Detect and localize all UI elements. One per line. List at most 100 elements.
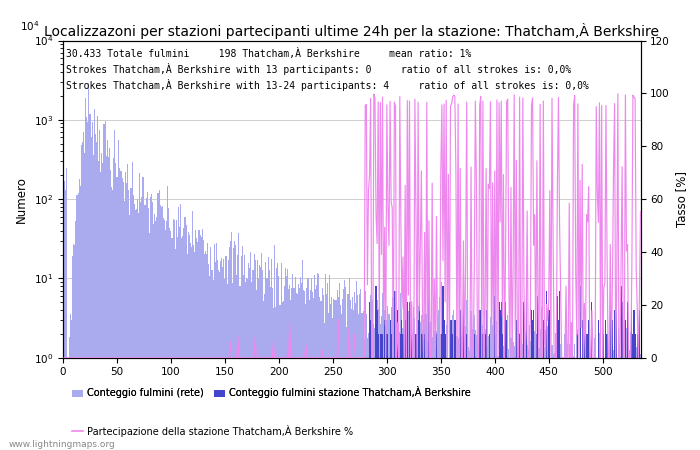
Bar (548, 302, 550, 450)
Bar (558, 349, 559, 450)
Bar (397, 310, 398, 450)
Bar (223, 259, 225, 450)
Bar (168, 208, 169, 450)
Bar (247, 279, 248, 450)
Bar (433, 343, 434, 450)
Bar (528, 325, 530, 450)
Bar (542, 354, 543, 450)
Bar (253, 254, 255, 450)
Bar (598, 339, 599, 450)
Bar (570, 350, 571, 450)
Bar (232, 283, 233, 450)
Bar (97, 117, 98, 450)
Bar (217, 260, 218, 450)
Bar (437, 315, 438, 450)
Bar (424, 334, 425, 450)
Bar (419, 302, 420, 450)
Bar (526, 345, 528, 450)
Bar (484, 334, 486, 450)
Bar (634, 351, 635, 450)
Bar (345, 287, 346, 450)
Bar (391, 334, 392, 450)
Bar (387, 306, 388, 450)
Bar (158, 190, 160, 450)
Bar (612, 320, 613, 450)
Bar (297, 294, 298, 450)
Bar (552, 358, 554, 450)
Bar (617, 358, 618, 450)
Bar (113, 158, 114, 450)
Bar (127, 164, 128, 450)
Bar (574, 358, 575, 450)
Bar (291, 288, 293, 450)
Bar (84, 153, 85, 450)
Bar (518, 358, 519, 450)
Bar (284, 286, 285, 450)
Bar (552, 355, 554, 450)
Bar (407, 302, 408, 450)
Bar (556, 358, 558, 450)
Bar (413, 307, 414, 450)
Bar (424, 314, 425, 450)
Bar (311, 278, 312, 450)
Bar (566, 344, 568, 450)
Bar (574, 344, 575, 450)
Bar (582, 334, 584, 450)
Bar (118, 168, 120, 450)
Bar (406, 324, 407, 450)
Bar (432, 337, 433, 450)
Bar (183, 228, 184, 450)
Bar (440, 334, 441, 450)
Bar (245, 282, 246, 450)
Bar (460, 319, 461, 450)
Bar (387, 334, 388, 450)
Bar (596, 358, 597, 450)
Bar (169, 228, 170, 450)
Bar (420, 322, 421, 450)
Bar (389, 320, 391, 450)
Bar (608, 358, 609, 450)
Bar (203, 240, 204, 450)
Bar (100, 172, 102, 450)
Bar (379, 288, 380, 450)
Bar (536, 336, 538, 450)
Bar (588, 358, 589, 450)
Bar (492, 358, 493, 450)
Bar (426, 314, 427, 450)
Bar (136, 209, 137, 450)
Bar (599, 358, 600, 450)
Bar (427, 342, 428, 450)
Bar (548, 358, 550, 450)
Bar (344, 280, 345, 450)
Bar (575, 358, 576, 450)
Bar (640, 354, 641, 450)
Bar (510, 358, 512, 450)
Bar (434, 358, 435, 450)
Bar (386, 320, 387, 450)
Bar (162, 206, 163, 450)
Bar (289, 285, 290, 450)
Bar (354, 292, 355, 450)
Bar (444, 334, 446, 450)
Bar (533, 310, 534, 450)
Bar (82, 142, 83, 450)
Bar (272, 288, 273, 450)
Bar (476, 334, 477, 450)
Bar (596, 358, 597, 450)
Bar (377, 310, 378, 450)
Bar (86, 117, 88, 450)
Bar (584, 334, 585, 450)
Bar (508, 349, 510, 450)
Bar (598, 320, 599, 450)
Bar (367, 338, 368, 450)
Bar (273, 308, 274, 450)
Bar (342, 299, 343, 450)
Bar (271, 259, 272, 450)
Bar (150, 197, 151, 450)
Text: 30.433 Totale fulmini     198 Thatcham,À Berkshire     mean ratio: 1%
Strokes Th: 30.433 Totale fulmini 198 Thatcham,À Ber… (66, 49, 589, 91)
Bar (602, 347, 603, 450)
Bar (532, 320, 533, 450)
Bar (219, 272, 220, 450)
Bar (575, 358, 576, 450)
Bar (463, 318, 464, 450)
